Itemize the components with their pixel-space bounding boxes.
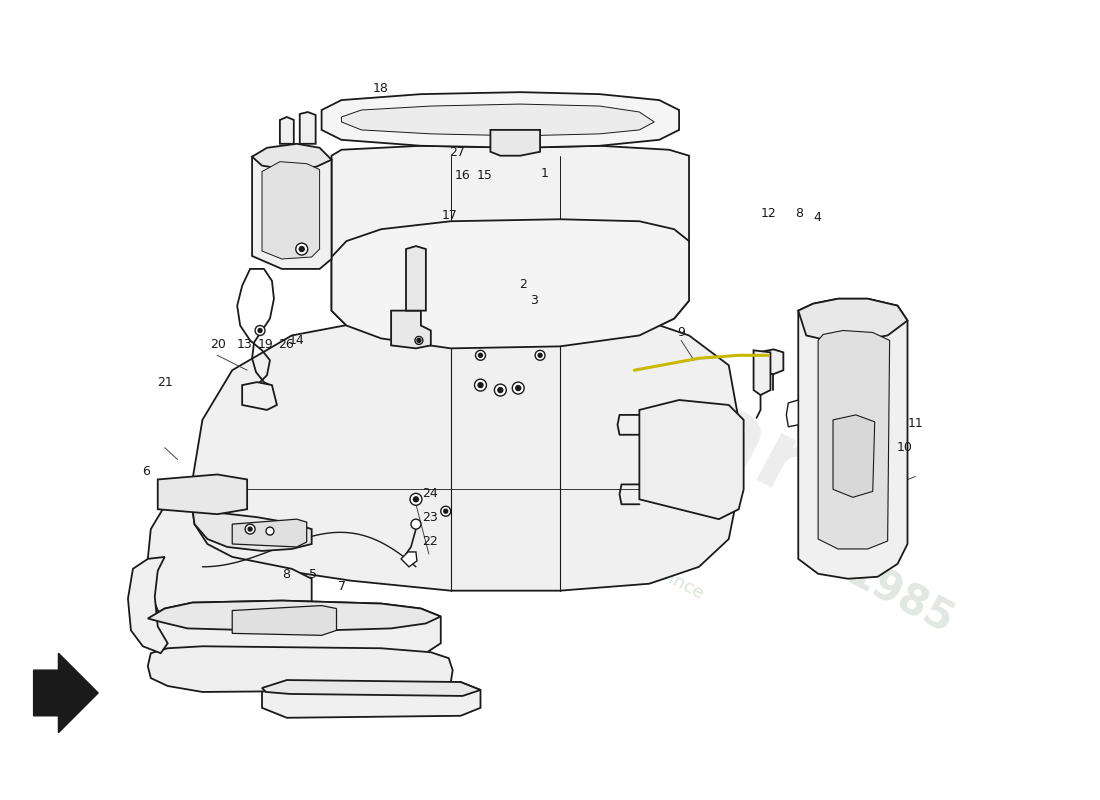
Text: 6: 6: [142, 465, 150, 478]
Polygon shape: [128, 557, 167, 654]
Polygon shape: [157, 474, 248, 514]
Polygon shape: [799, 298, 908, 341]
Text: 13: 13: [236, 338, 252, 351]
Text: 8: 8: [795, 207, 803, 220]
Polygon shape: [331, 219, 689, 348]
Circle shape: [535, 350, 544, 360]
Circle shape: [516, 386, 520, 390]
Polygon shape: [147, 601, 441, 666]
Text: 27: 27: [449, 146, 465, 158]
Circle shape: [417, 338, 421, 342]
Circle shape: [513, 382, 525, 394]
Text: 7: 7: [339, 580, 346, 593]
Text: 15: 15: [476, 170, 493, 182]
Text: 1985: 1985: [838, 553, 960, 644]
Circle shape: [296, 243, 308, 255]
Text: 10: 10: [898, 441, 913, 454]
Circle shape: [410, 494, 422, 506]
Text: 18: 18: [373, 82, 388, 95]
Polygon shape: [242, 382, 277, 410]
Text: 20: 20: [210, 338, 225, 351]
Circle shape: [411, 519, 421, 529]
Circle shape: [255, 326, 265, 335]
Polygon shape: [392, 310, 431, 348]
Text: 2: 2: [519, 278, 527, 291]
Text: 12: 12: [760, 207, 777, 220]
Polygon shape: [402, 552, 417, 567]
Text: 9: 9: [678, 326, 685, 339]
Text: 21: 21: [157, 376, 174, 389]
Text: 24: 24: [422, 487, 438, 500]
Polygon shape: [262, 680, 481, 696]
Text: 8: 8: [282, 568, 289, 582]
Polygon shape: [147, 510, 311, 660]
Text: europarts: europarts: [400, 233, 918, 567]
Text: 14: 14: [288, 334, 305, 347]
Text: 23: 23: [422, 511, 438, 524]
Circle shape: [258, 329, 262, 333]
Polygon shape: [818, 330, 890, 549]
Polygon shape: [252, 150, 331, 269]
Polygon shape: [252, 144, 331, 170]
Text: 3: 3: [530, 294, 538, 307]
Circle shape: [443, 510, 448, 514]
Circle shape: [478, 354, 483, 358]
Text: 16: 16: [454, 170, 471, 182]
Circle shape: [245, 524, 255, 534]
Polygon shape: [192, 510, 311, 551]
Circle shape: [478, 382, 483, 387]
Polygon shape: [786, 400, 799, 427]
Text: 22: 22: [422, 535, 438, 548]
Polygon shape: [321, 92, 679, 148]
Circle shape: [474, 379, 486, 391]
Text: 1: 1: [540, 167, 549, 180]
Text: 19: 19: [258, 338, 274, 351]
Polygon shape: [754, 350, 770, 395]
Polygon shape: [331, 146, 689, 348]
Polygon shape: [279, 117, 294, 144]
Polygon shape: [262, 680, 481, 718]
Circle shape: [441, 506, 451, 516]
Polygon shape: [639, 400, 744, 519]
Polygon shape: [341, 104, 654, 136]
Circle shape: [538, 354, 542, 358]
Circle shape: [475, 350, 485, 360]
Text: 4: 4: [814, 210, 822, 224]
Text: 5: 5: [309, 568, 317, 582]
Text: 11: 11: [909, 418, 924, 430]
Polygon shape: [299, 112, 316, 144]
Circle shape: [414, 497, 418, 502]
Circle shape: [249, 527, 252, 531]
Polygon shape: [147, 601, 441, 631]
Circle shape: [494, 384, 506, 396]
Circle shape: [498, 387, 503, 393]
Text: a passion for parts since: a passion for parts since: [503, 483, 706, 603]
Polygon shape: [759, 350, 783, 374]
Polygon shape: [833, 415, 875, 498]
Polygon shape: [262, 162, 320, 259]
Polygon shape: [232, 519, 307, 547]
Text: 26: 26: [278, 338, 294, 351]
Circle shape: [299, 246, 305, 251]
Polygon shape: [192, 315, 739, 590]
Polygon shape: [491, 130, 540, 156]
Polygon shape: [799, 298, 908, 578]
Polygon shape: [406, 246, 426, 310]
Polygon shape: [147, 646, 453, 692]
Circle shape: [415, 337, 422, 344]
Polygon shape: [34, 654, 98, 733]
Circle shape: [266, 527, 274, 535]
Polygon shape: [232, 606, 337, 635]
Text: 17: 17: [441, 209, 458, 222]
